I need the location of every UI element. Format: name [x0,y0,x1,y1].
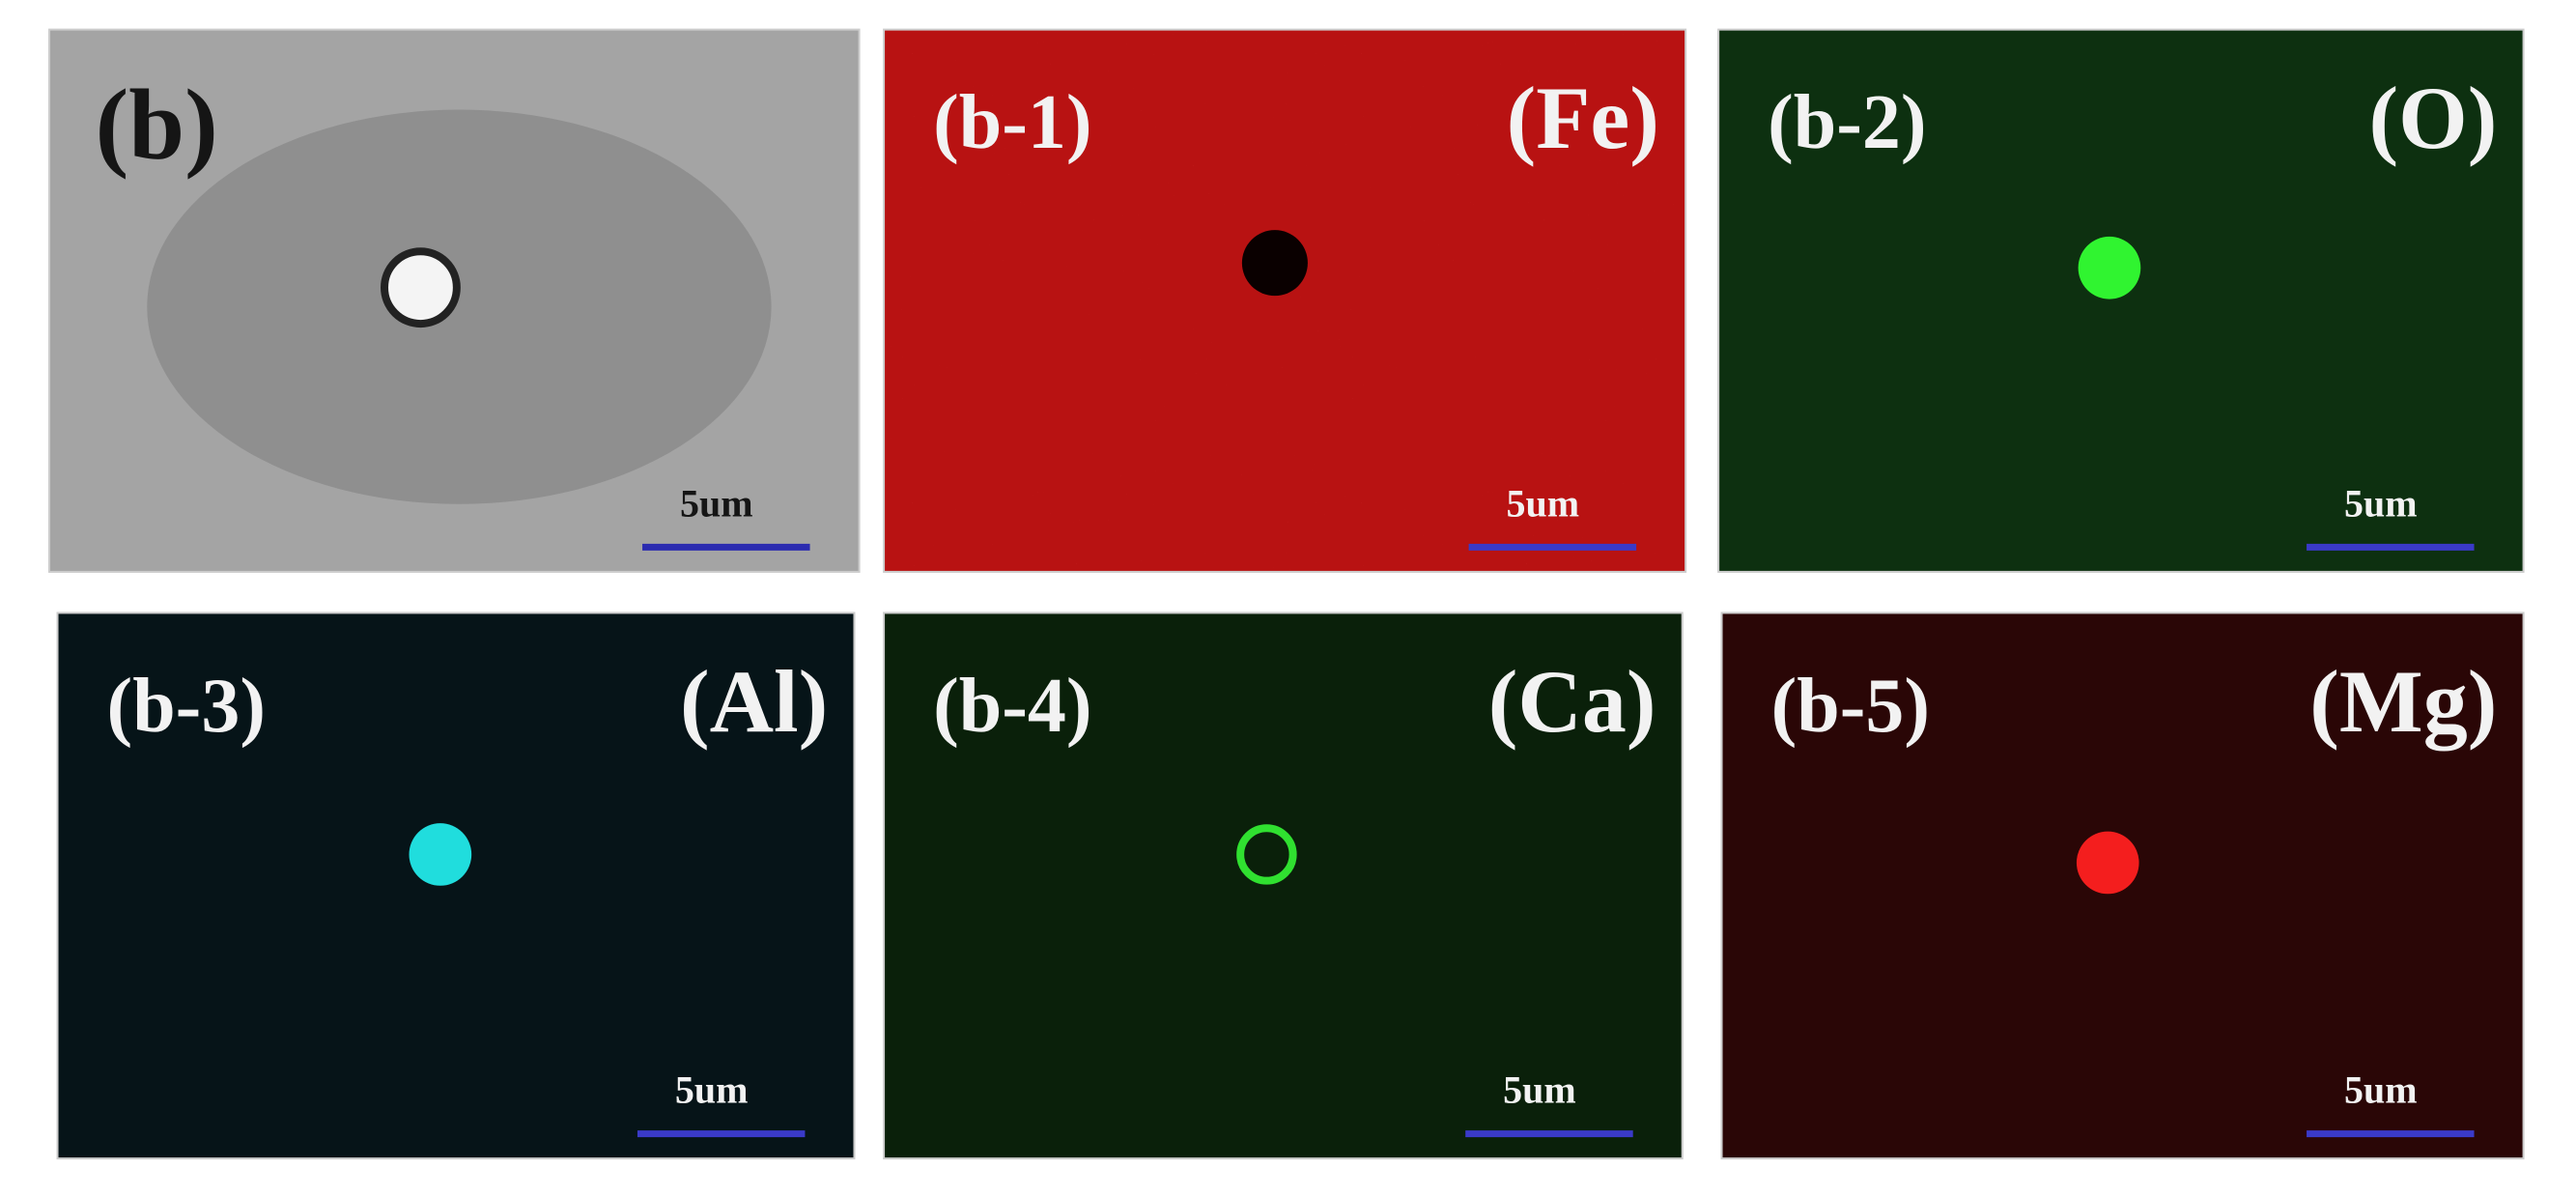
element-label: (Mg) [2309,652,2497,751]
scale-label: 5um [2344,1068,2418,1112]
scale-label: 5um [2344,481,2418,525]
panel: (b-2) (O) 5um [1717,28,2525,573]
particle [2078,236,2141,299]
particle [1241,230,1308,297]
panel-label: (b-2) [1768,80,1926,165]
panel: (b-5) (Mg) 5um [1720,612,2525,1160]
panel: (b-3) (Al) 5um [56,612,856,1160]
particle [1236,824,1297,885]
panel-texture [57,612,855,1159]
panel-label: (b-4) [933,664,1091,749]
particle [409,823,472,886]
element-label: (Ca) [1488,652,1656,751]
panel-label: (b-3) [107,664,266,749]
particle [2076,831,2139,895]
element-label: (Al) [680,652,828,751]
scale-label: 5um [680,481,753,525]
panel-texture [884,612,1683,1159]
panel-label: (b-5) [1771,664,1930,749]
particle [381,247,461,328]
panel-label: (b-1) [933,80,1091,165]
scale-label: 5um [1503,1068,1576,1112]
panel: (b-1) (Fe) 5um [883,28,1687,573]
panel-label: (b) [96,69,218,180]
element-label: (Fe) [1507,69,1659,167]
element-label: (O) [2369,69,2498,167]
shadow-region [147,109,772,504]
scale-label: 5um [1507,481,1580,525]
panel-texture [884,29,1686,572]
scale-label: 5um [675,1068,749,1112]
panel: (b) 5um [48,28,861,573]
panel: (b-4) (Ca) 5um [883,612,1684,1160]
panel-texture [1718,29,2524,572]
